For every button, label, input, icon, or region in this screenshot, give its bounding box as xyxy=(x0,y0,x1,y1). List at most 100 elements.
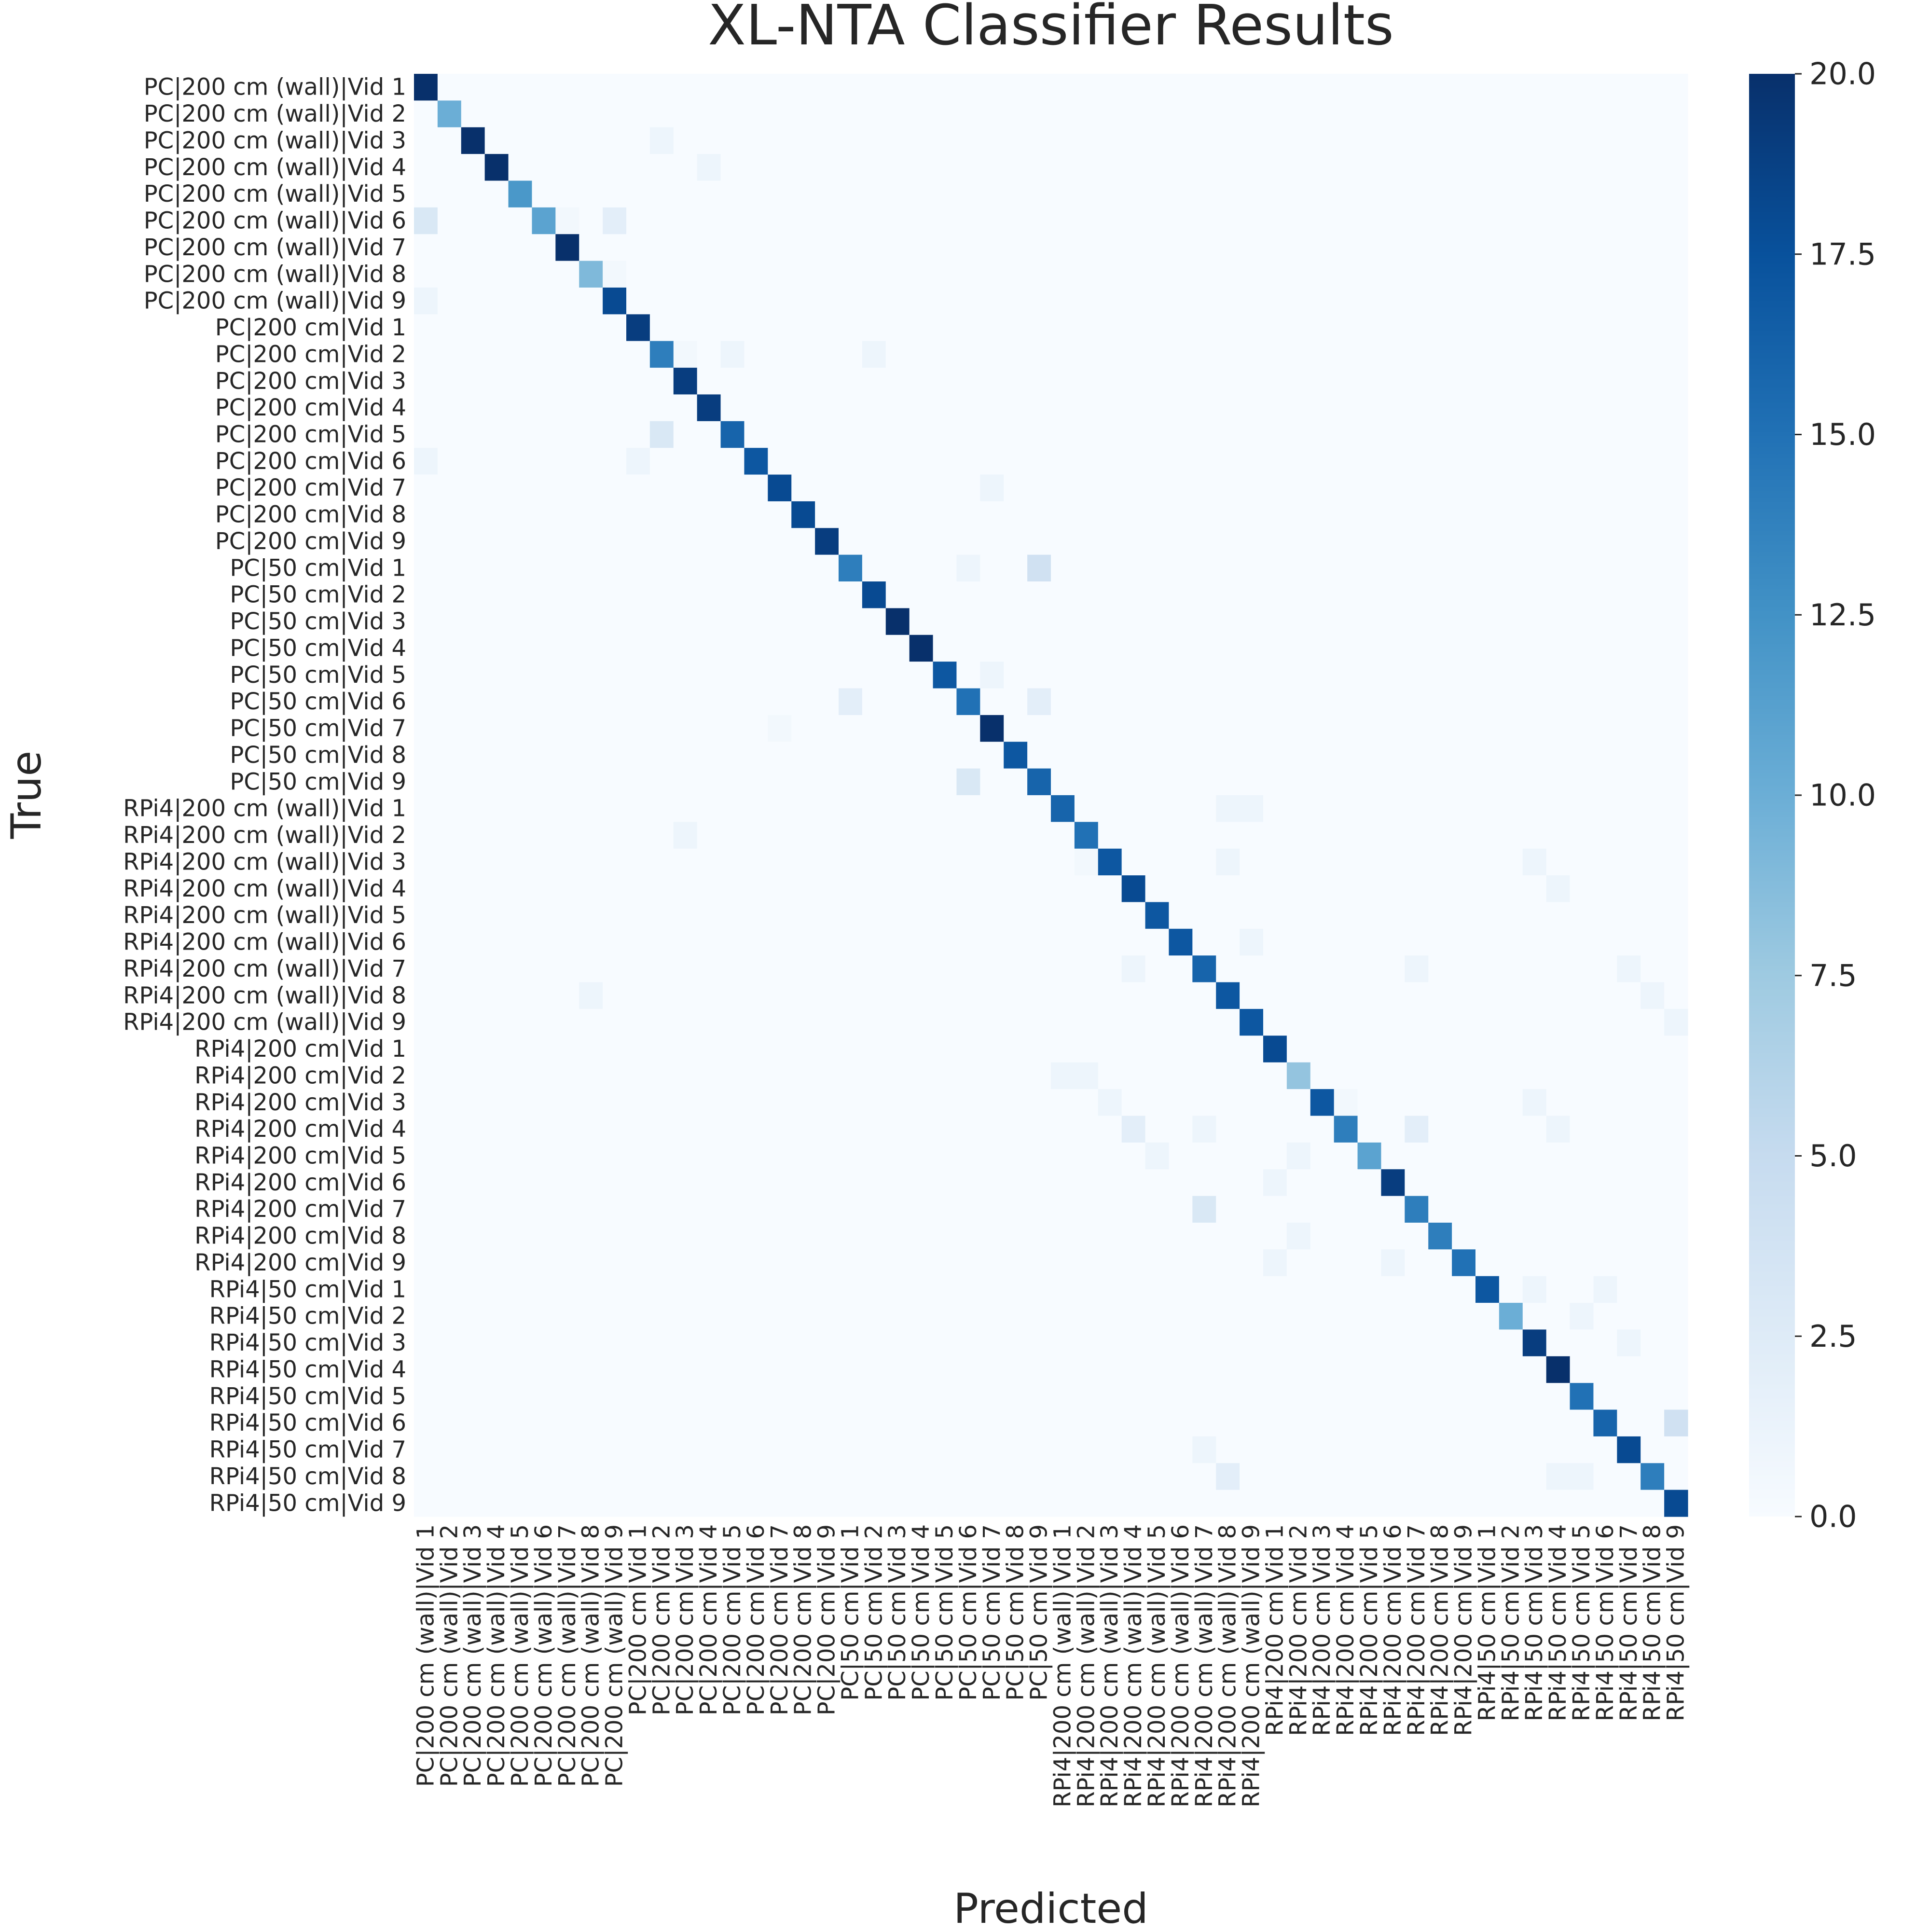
heatmap-cell xyxy=(1664,1142,1688,1170)
heatmap-cell xyxy=(484,1169,509,1197)
heatmap-cell xyxy=(1121,154,1146,181)
heatmap-cell xyxy=(579,1169,603,1197)
heatmap-cell xyxy=(649,742,674,769)
heatmap-cell xyxy=(1357,688,1382,716)
heatmap-cell xyxy=(885,982,910,1009)
heatmap-cell xyxy=(862,74,886,101)
heatmap-cell xyxy=(1098,421,1122,448)
heatmap-cell xyxy=(1310,127,1335,154)
heatmap-cell xyxy=(1452,928,1476,956)
heatmap-cell xyxy=(1334,180,1358,208)
heatmap-cell xyxy=(1452,1222,1476,1250)
heatmap-cell xyxy=(532,154,556,181)
heatmap-cell xyxy=(768,341,792,368)
heatmap-cell xyxy=(1286,528,1311,555)
heatmap-cell xyxy=(603,287,627,315)
heatmap-cell xyxy=(815,1062,839,1090)
heatmap-cell xyxy=(1522,501,1547,528)
heatmap-cell xyxy=(1617,1062,1641,1090)
heatmap-cell xyxy=(1240,261,1264,288)
heatmap-cell xyxy=(909,635,934,662)
heatmap-cell xyxy=(909,1062,934,1090)
heatmap-cell xyxy=(508,1035,533,1063)
heatmap-cell xyxy=(1546,1142,1571,1170)
heatmap-cell xyxy=(815,234,839,262)
heatmap-cell xyxy=(1051,287,1075,315)
heatmap-cell xyxy=(414,848,438,876)
heatmap-cell xyxy=(1192,822,1216,849)
heatmap-cell xyxy=(697,742,721,769)
heatmap-cell xyxy=(1522,287,1547,315)
heatmap-cell xyxy=(1027,154,1051,181)
heatmap-cell xyxy=(414,1490,438,1517)
heatmap-cell xyxy=(461,207,485,235)
heatmap-cell xyxy=(461,1035,485,1063)
heatmap-cell xyxy=(1475,955,1500,983)
heatmap-cell xyxy=(1640,581,1665,609)
y-tick-label: PC|200 cm (wall)|Vid 7 xyxy=(144,234,406,261)
heatmap-cell xyxy=(508,448,533,475)
heatmap-cell xyxy=(1192,1249,1216,1277)
heatmap-cell xyxy=(1664,742,1688,769)
heatmap-cell xyxy=(815,875,839,903)
heatmap-cell xyxy=(956,154,980,181)
heatmap-cell xyxy=(1286,715,1311,742)
heatmap-cell xyxy=(956,1008,980,1036)
heatmap-cell xyxy=(1027,928,1051,956)
heatmap-cell xyxy=(555,314,579,342)
heatmap-cell xyxy=(1240,1276,1264,1303)
heatmap-cell xyxy=(768,1116,792,1143)
heatmap-cell xyxy=(649,100,674,128)
heatmap-cell xyxy=(1145,314,1170,342)
heatmap-cell xyxy=(579,394,603,422)
heatmap-cell xyxy=(909,207,934,235)
heatmap-cell xyxy=(1593,234,1617,262)
heatmap-cell xyxy=(484,1356,509,1383)
heatmap-cell xyxy=(744,154,768,181)
heatmap-cell xyxy=(1310,742,1335,769)
heatmap-cell xyxy=(1310,100,1335,128)
heatmap-cell xyxy=(744,982,768,1009)
heatmap-cell xyxy=(484,768,509,796)
heatmap-cell xyxy=(1428,287,1452,315)
heatmap-cell xyxy=(1121,448,1146,475)
heatmap-cell xyxy=(1570,1383,1594,1410)
heatmap-cell xyxy=(1570,1089,1594,1117)
heatmap-cell xyxy=(603,1356,627,1383)
heatmap-cell xyxy=(933,822,957,849)
heatmap-cell xyxy=(484,341,509,368)
heatmap-cell xyxy=(484,1409,509,1437)
heatmap-cell xyxy=(461,848,485,876)
heatmap-cell xyxy=(791,1356,815,1383)
heatmap-cell xyxy=(1475,1356,1500,1383)
heatmap-cell xyxy=(1499,207,1523,235)
heatmap-cell xyxy=(673,501,698,528)
heatmap-cell xyxy=(1357,1249,1382,1277)
heatmap-cell xyxy=(885,1356,910,1383)
heatmap-cell xyxy=(720,982,745,1009)
heatmap-cell xyxy=(1169,848,1193,876)
heatmap-cell xyxy=(1286,368,1311,395)
heatmap-cell xyxy=(1664,1222,1688,1250)
heatmap-cell xyxy=(839,1409,863,1437)
heatmap-cell xyxy=(1004,261,1028,288)
heatmap-cell xyxy=(626,1463,650,1490)
heatmap-cell xyxy=(909,662,934,689)
heatmap-cell xyxy=(885,180,910,208)
heatmap-cell xyxy=(720,928,745,956)
heatmap-cell xyxy=(1546,742,1571,769)
heatmap-cell xyxy=(1522,1062,1547,1090)
heatmap-cell xyxy=(1546,955,1571,983)
heatmap-cell xyxy=(1475,1169,1500,1197)
heatmap-cell xyxy=(1263,1329,1287,1357)
heatmap-cell xyxy=(1263,394,1287,422)
heatmap-cell xyxy=(461,662,485,689)
heatmap-cell xyxy=(1381,1222,1405,1250)
heatmap-cell xyxy=(1499,448,1523,475)
heatmap-cell xyxy=(1121,1142,1146,1170)
heatmap-cell xyxy=(1074,501,1099,528)
heatmap-cell xyxy=(673,154,698,181)
heatmap-cell xyxy=(1334,1329,1358,1357)
heatmap-cell xyxy=(1169,234,1193,262)
heatmap-cell xyxy=(768,261,792,288)
